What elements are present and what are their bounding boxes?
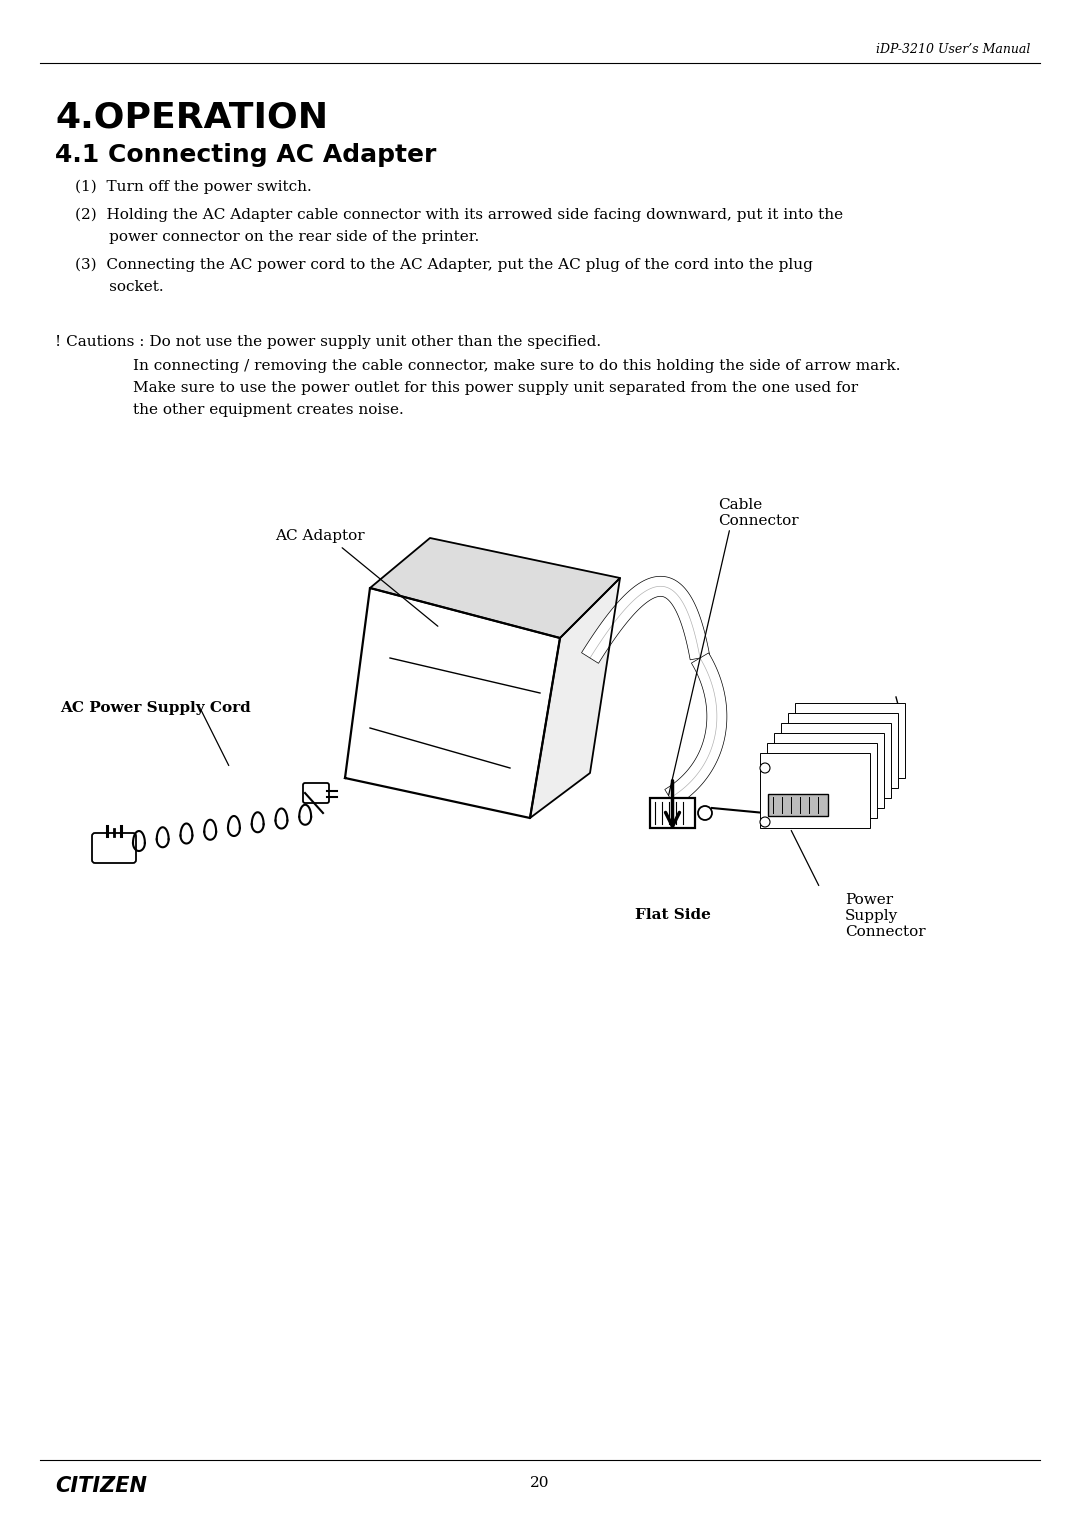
Circle shape (760, 762, 770, 773)
Polygon shape (370, 538, 620, 639)
Polygon shape (530, 578, 620, 817)
Text: CITIZEN: CITIZEN (55, 1476, 147, 1496)
Text: 20: 20 (530, 1476, 550, 1490)
Bar (781, 723, 891, 798)
Text: the other equipment creates noise.: the other equipment creates noise. (55, 403, 404, 417)
Text: Flat Side: Flat Side (635, 908, 711, 921)
Polygon shape (665, 652, 727, 807)
Text: In connecting / removing the cable connector, make sure to do this holding the s: In connecting / removing the cable conne… (55, 359, 901, 373)
Text: (3)  Connecting the AC power cord to the AC Adapter, put the AC plug of the cord: (3) Connecting the AC power cord to the … (75, 258, 813, 272)
Circle shape (760, 817, 770, 827)
Text: AC Adaptor: AC Adaptor (275, 529, 365, 542)
FancyBboxPatch shape (92, 833, 136, 863)
Text: 4.1 Connecting AC Adapter: 4.1 Connecting AC Adapter (55, 144, 436, 167)
Text: Power
Supply
Connector: Power Supply Connector (845, 892, 926, 940)
Text: power connector on the rear side of the printer.: power connector on the rear side of the … (75, 231, 480, 244)
Text: (1)  Turn off the power switch.: (1) Turn off the power switch. (75, 180, 312, 194)
Bar (767, 743, 877, 817)
Text: (2)  Holding the AC Adapter cable connector with its arrowed side facing downwar: (2) Holding the AC Adapter cable connect… (75, 208, 843, 223)
Text: iDP-3210 User’s Manual: iDP-3210 User’s Manual (876, 43, 1030, 57)
Text: ! Cautions : Do not use the power supply unit other than the specified.: ! Cautions : Do not use the power supply… (55, 335, 602, 348)
Text: AC Power Supply Cord: AC Power Supply Cord (60, 701, 251, 715)
Text: Cable
Connector: Cable Connector (718, 498, 798, 529)
Text: Make sure to use the power outlet for this power supply unit separated from the : Make sure to use the power outlet for th… (55, 380, 859, 396)
Polygon shape (345, 588, 561, 817)
Circle shape (698, 805, 712, 821)
Text: 4.OPERATION: 4.OPERATION (55, 99, 328, 134)
Bar (774, 733, 885, 808)
Bar (768, 795, 828, 816)
Text: socket.: socket. (75, 280, 164, 293)
Bar (795, 703, 905, 778)
Bar (650, 798, 696, 828)
Bar (760, 753, 870, 828)
Polygon shape (581, 576, 710, 663)
Bar (788, 714, 897, 788)
FancyBboxPatch shape (303, 782, 329, 804)
